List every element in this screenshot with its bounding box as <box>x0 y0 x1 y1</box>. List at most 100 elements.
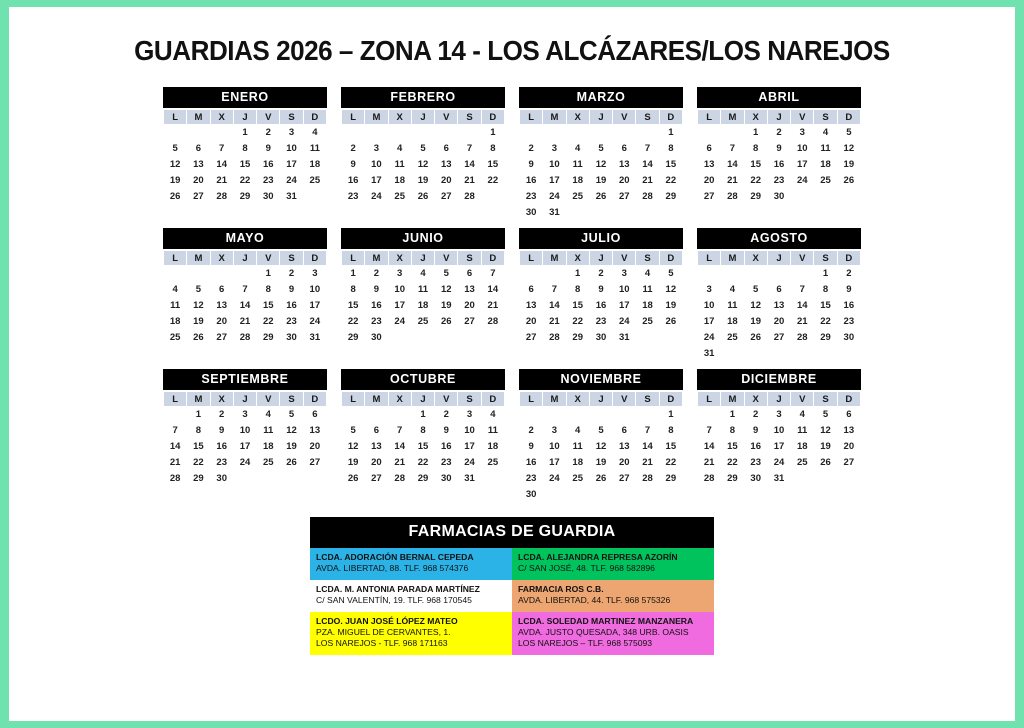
day-cell[interactable]: 30 <box>588 329 614 346</box>
day-cell[interactable]: 6 <box>766 281 792 298</box>
day-cell[interactable]: 27 <box>836 454 862 471</box>
day-cell[interactable]: 5 <box>279 406 304 423</box>
day-cell[interactable]: 20 <box>836 438 862 455</box>
day-cell[interactable]: 6 <box>836 406 862 423</box>
day-cell[interactable]: 2 <box>743 406 768 423</box>
day-cell[interactable]: 13 <box>766 297 792 314</box>
day-cell[interactable]: 21 <box>696 454 722 471</box>
day-cell[interactable]: 31 <box>279 188 304 205</box>
day-cell[interactable]: 16 <box>434 438 459 455</box>
day-cell[interactable]: 5 <box>162 140 188 157</box>
day-cell[interactable]: 22 <box>340 313 366 330</box>
day-cell[interactable]: 23 <box>588 313 614 330</box>
day-cell[interactable]: 13 <box>209 297 234 314</box>
day-cell[interactable]: 24 <box>457 454 482 471</box>
day-cell[interactable]: 10 <box>302 281 328 298</box>
day-cell[interactable]: 25 <box>302 172 328 189</box>
day-cell[interactable]: 2 <box>434 406 459 423</box>
day-cell[interactable]: 3 <box>387 265 412 282</box>
day-cell[interactable]: 12 <box>836 140 862 157</box>
day-cell[interactable]: 5 <box>743 281 768 298</box>
day-cell[interactable]: 11 <box>565 438 590 455</box>
day-cell[interactable]: 22 <box>658 454 684 471</box>
day-cell[interactable]: 2 <box>766 124 792 141</box>
day-cell[interactable]: 16 <box>588 297 614 314</box>
day-cell[interactable]: 17 <box>612 297 637 314</box>
day-cell[interactable]: 28 <box>635 188 660 205</box>
day-cell[interactable]: 14 <box>232 297 258 314</box>
day-cell[interactable]: 9 <box>836 281 862 298</box>
day-cell[interactable]: 22 <box>232 172 258 189</box>
day-cell[interactable]: 13 <box>186 156 211 173</box>
day-cell[interactable]: 7 <box>162 422 188 439</box>
day-cell[interactable]: 17 <box>364 172 389 189</box>
day-cell[interactable]: 17 <box>232 438 258 455</box>
day-cell[interactable]: 1 <box>480 124 506 141</box>
day-cell[interactable]: 12 <box>340 438 366 455</box>
day-cell[interactable]: 22 <box>813 313 838 330</box>
day-cell[interactable]: 6 <box>209 281 234 298</box>
day-cell[interactable]: 7 <box>387 422 412 439</box>
day-cell[interactable]: 28 <box>720 188 745 205</box>
day-cell[interactable]: 5 <box>186 281 211 298</box>
day-cell[interactable]: 29 <box>232 188 258 205</box>
day-cell[interactable]: 10 <box>232 422 258 439</box>
day-cell[interactable]: 8 <box>658 140 684 157</box>
day-cell[interactable]: 10 <box>457 422 482 439</box>
day-cell[interactable]: 27 <box>766 329 792 346</box>
day-cell[interactable]: 10 <box>790 140 815 157</box>
day-cell[interactable]: 12 <box>279 422 304 439</box>
day-cell[interactable]: 16 <box>279 297 304 314</box>
day-cell[interactable]: 21 <box>387 454 412 471</box>
day-cell[interactable]: 26 <box>743 329 768 346</box>
day-cell[interactable]: 31 <box>612 329 637 346</box>
day-cell[interactable]: 20 <box>612 172 637 189</box>
day-cell[interactable]: 16 <box>209 438 234 455</box>
day-cell[interactable]: 26 <box>588 470 614 487</box>
day-cell[interactable]: 14 <box>387 438 412 455</box>
day-cell[interactable]: 27 <box>364 470 389 487</box>
day-cell[interactable]: 28 <box>635 470 660 487</box>
day-cell[interactable]: 15 <box>565 297 590 314</box>
day-cell[interactable]: 24 <box>387 313 412 330</box>
day-cell[interactable]: 26 <box>186 329 211 346</box>
day-cell[interactable]: 4 <box>410 265 436 282</box>
day-cell[interactable]: 13 <box>364 438 389 455</box>
day-cell[interactable]: 24 <box>790 172 815 189</box>
day-cell[interactable]: 21 <box>542 313 567 330</box>
day-cell[interactable]: 26 <box>162 188 188 205</box>
day-cell[interactable]: 10 <box>542 438 567 455</box>
day-cell[interactable]: 9 <box>743 422 768 439</box>
day-cell[interactable]: 29 <box>813 329 838 346</box>
day-cell[interactable]: 10 <box>279 140 304 157</box>
day-cell[interactable]: 18 <box>480 438 506 455</box>
day-cell[interactable]: 9 <box>256 140 281 157</box>
day-cell[interactable]: 14 <box>635 438 660 455</box>
day-cell[interactable]: 13 <box>457 281 482 298</box>
day-cell[interactable]: 11 <box>302 140 328 157</box>
day-cell[interactable]: 5 <box>588 140 614 157</box>
day-cell[interactable]: 14 <box>790 297 815 314</box>
day-cell[interactable]: 18 <box>720 313 745 330</box>
day-cell[interactable]: 5 <box>588 422 614 439</box>
day-cell[interactable]: 9 <box>518 156 544 173</box>
day-cell[interactable]: 26 <box>279 454 304 471</box>
day-cell[interactable]: 12 <box>186 297 211 314</box>
day-cell[interactable]: 4 <box>162 281 188 298</box>
day-cell[interactable]: 4 <box>480 406 506 423</box>
day-cell[interactable]: 27 <box>302 454 328 471</box>
day-cell[interactable]: 17 <box>696 313 722 330</box>
day-cell[interactable]: 18 <box>387 172 412 189</box>
day-cell[interactable]: 11 <box>813 140 838 157</box>
day-cell[interactable]: 21 <box>790 313 815 330</box>
day-cell[interactable]: 2 <box>279 265 304 282</box>
day-cell[interactable]: 19 <box>186 313 211 330</box>
day-cell[interactable]: 12 <box>743 297 768 314</box>
day-cell[interactable]: 11 <box>480 422 506 439</box>
day-cell[interactable]: 29 <box>658 470 684 487</box>
day-cell[interactable]: 25 <box>813 172 838 189</box>
day-cell[interactable]: 1 <box>256 265 281 282</box>
legend-entry[interactable]: FARMACIA ROS C.B. AVDA. LIBERTAD, 44. TLF… <box>512 579 714 612</box>
day-cell[interactable]: 30 <box>434 470 459 487</box>
day-cell[interactable]: 30 <box>743 470 768 487</box>
